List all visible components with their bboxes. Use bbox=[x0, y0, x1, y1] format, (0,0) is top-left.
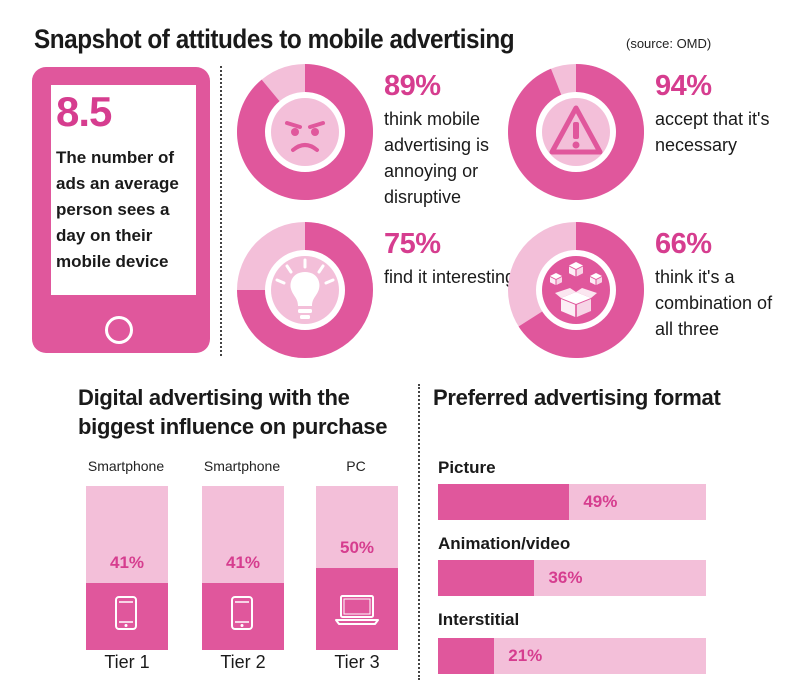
smartphone-icon bbox=[231, 596, 253, 630]
tier-column-background bbox=[316, 486, 398, 568]
stat-interesting-pct: 75% bbox=[384, 228, 441, 260]
format-bar-fill bbox=[438, 638, 495, 674]
tier-device-label: PC bbox=[346, 458, 366, 474]
source-note: (source: OMD) bbox=[626, 36, 712, 51]
stat-combination-pct: 66% bbox=[655, 228, 712, 260]
tier-column-fill bbox=[316, 568, 398, 650]
tier-column-background bbox=[86, 486, 168, 583]
format-bar-label: Picture bbox=[438, 458, 496, 477]
ads-per-day-number: 8.5 bbox=[56, 88, 112, 135]
divider-vertical-top bbox=[220, 66, 222, 356]
boxes-icon bbox=[542, 256, 610, 324]
format-bar-pct: 49% bbox=[583, 492, 618, 511]
lightbulb-icon bbox=[271, 256, 339, 324]
laptop-icon bbox=[335, 595, 379, 625]
format-bar-fill bbox=[438, 560, 535, 596]
tier-label: Tier 2 bbox=[220, 652, 266, 672]
divider-vertical-bottom bbox=[418, 384, 420, 680]
tier-column-pct: 41% bbox=[225, 552, 261, 572]
tier-column-fill bbox=[202, 582, 284, 650]
smartphone-icon bbox=[115, 596, 137, 630]
stat-combination-text: think it's a combination of all three bbox=[655, 267, 773, 339]
tier-device-label: Smartphone bbox=[87, 458, 165, 474]
format-section-title: Preferred advertising format bbox=[433, 385, 721, 410]
phone-home-button-icon bbox=[105, 316, 133, 344]
tier-label: Tier 3 bbox=[334, 652, 380, 672]
angry-face-icon bbox=[271, 98, 339, 166]
format-bar-label: Animation/video bbox=[438, 534, 571, 553]
format-bar-pct: 21% bbox=[508, 646, 543, 665]
warning-icon bbox=[542, 98, 610, 166]
tier-column-pct: 50% bbox=[339, 538, 375, 557]
tier-column-fill bbox=[86, 582, 168, 650]
stat-annoying-pct: 89% bbox=[384, 70, 441, 102]
influence-section-title: Digital advertising with the biggest inf… bbox=[78, 385, 388, 439]
tier-column-background bbox=[202, 486, 284, 583]
stat-annoying-text: think mobile advertising is annoying or … bbox=[384, 109, 490, 207]
donut-segment bbox=[508, 64, 644, 200]
stat-interesting-text: find it interesting bbox=[384, 267, 516, 287]
format-bar-label: Interstitial bbox=[438, 610, 520, 629]
phone-screen bbox=[51, 85, 196, 295]
tier-column-pct: 41% bbox=[109, 552, 145, 572]
stat-necessary-pct: 94% bbox=[655, 70, 712, 102]
ads-per-day-caption: The number of ads an average person sees… bbox=[56, 148, 179, 271]
format-bar-fill bbox=[438, 484, 570, 520]
tier-device-label: Smartphone bbox=[203, 458, 281, 474]
format-bar-pct: 36% bbox=[548, 568, 583, 587]
page-title: Snapshot of attitudes to mobile advertis… bbox=[34, 24, 515, 54]
stat-necessary-text: accept that it's necessary bbox=[655, 109, 770, 155]
tier-label: Tier 1 bbox=[104, 652, 150, 672]
